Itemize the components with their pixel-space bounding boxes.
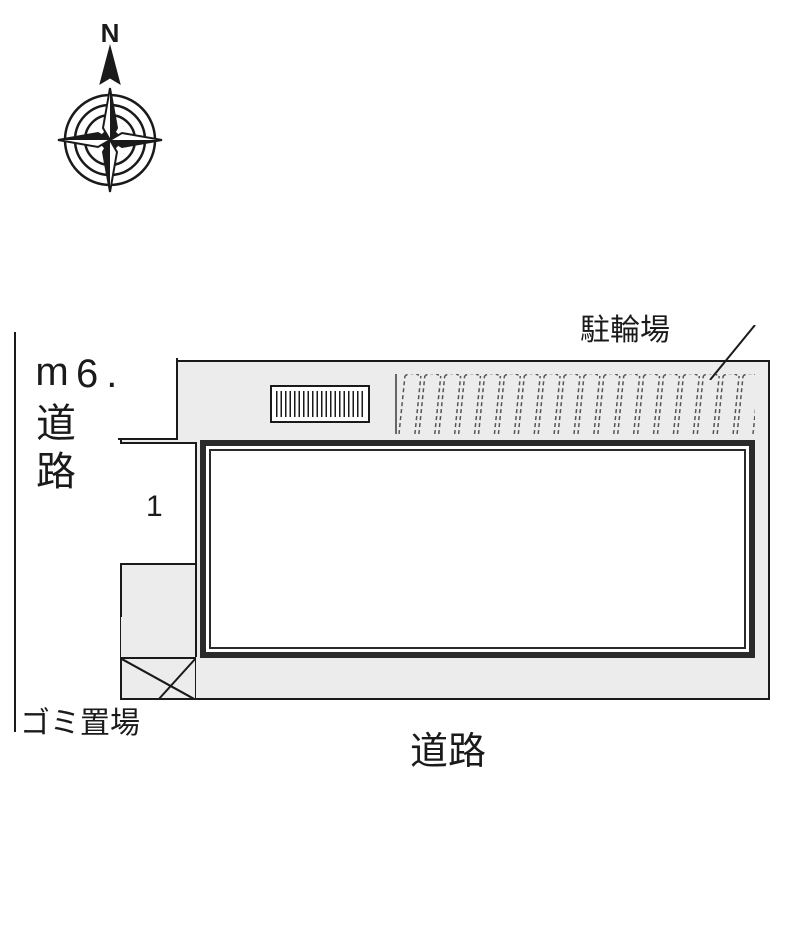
site-lot [120, 360, 770, 700]
compass-north-label: N [101, 20, 120, 48]
parking-slot-number: 1 [146, 490, 163, 524]
main-building [200, 440, 755, 658]
lot-notch [118, 358, 178, 440]
compass-rose: N [40, 20, 180, 220]
road-bottom-label: 道路 [410, 720, 486, 775]
left-boundary-line [14, 332, 16, 732]
compass-svg: N [40, 20, 180, 220]
road-left-text: 道路 [30, 402, 74, 498]
building-inner-frame [209, 449, 746, 649]
road-width-unit: m [30, 350, 74, 402]
vent-grate [270, 385, 370, 423]
bicycle-parking-label: 駐輪場 [580, 305, 670, 349]
vent-lines [276, 391, 364, 417]
bicycle-parking-area [395, 374, 755, 434]
bicycle-callout-line [700, 325, 780, 380]
garbage-area [120, 616, 196, 700]
garbage-label: ゴミ置場 [20, 698, 140, 742]
